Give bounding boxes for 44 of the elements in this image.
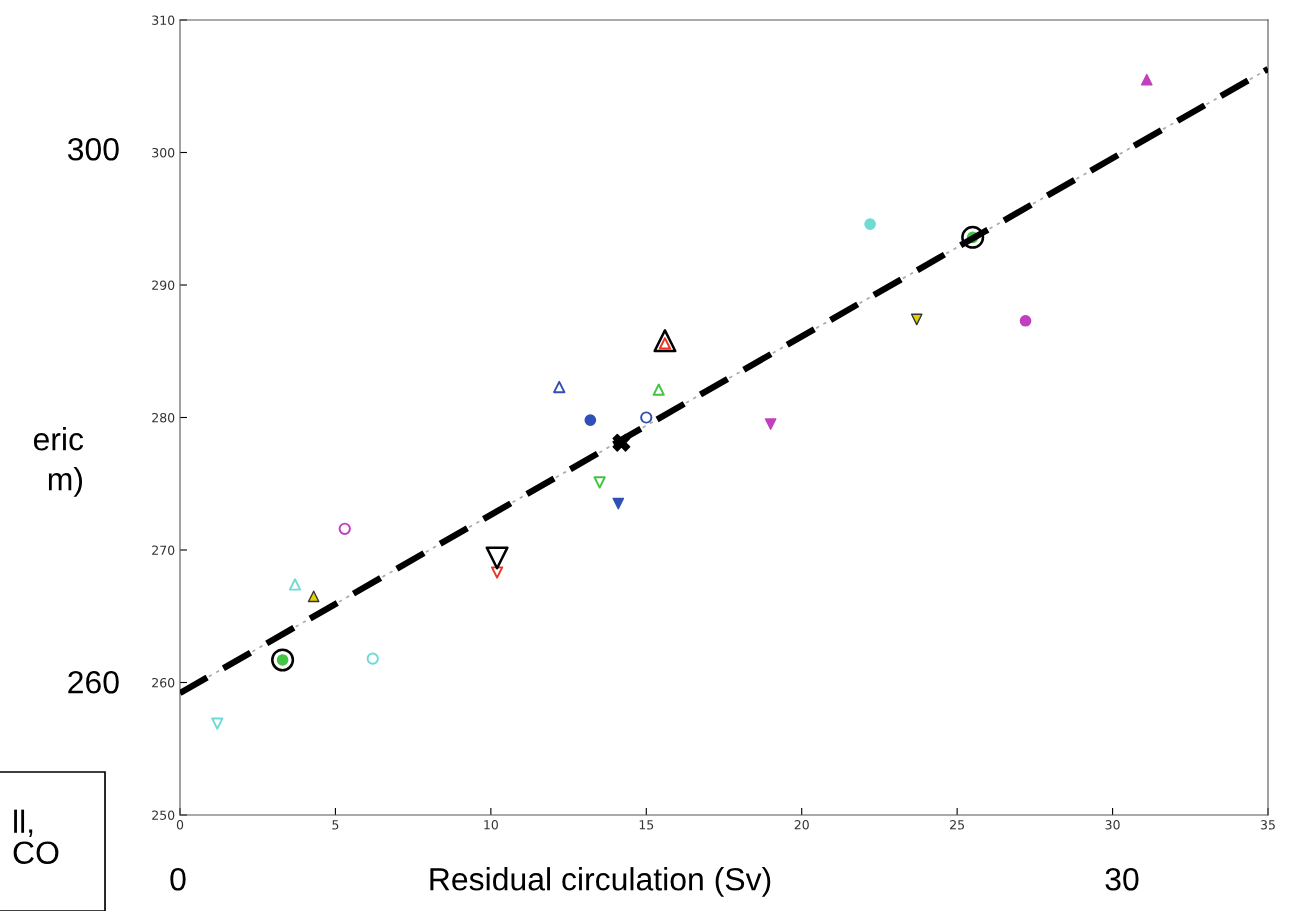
x-axis-title: Residual circulation (Sv) [430, 867, 771, 897]
x-tick-label: 15 [639, 820, 654, 830]
y-tick-label: 260 [152, 677, 175, 688]
y-tick-label: 290 [152, 280, 175, 290]
point [910, 313, 923, 326]
text: eric [33, 427, 84, 451]
text: 0 [170, 867, 186, 891]
y-tick-label: 300 [152, 147, 175, 158]
point [764, 418, 777, 430]
point [338, 522, 351, 535]
y-tick-label: 250 [152, 810, 175, 820]
point [553, 380, 566, 394]
y-tick-label: 280 [152, 412, 175, 423]
x-tick-label: 5 [332, 820, 339, 830]
point [864, 218, 876, 230]
point [1140, 73, 1153, 86]
point [1019, 314, 1032, 327]
point [593, 476, 606, 489]
point [652, 383, 665, 396]
x-tick-label: 10 [484, 820, 498, 830]
text: ll, CO [13, 809, 59, 865]
point [288, 578, 302, 591]
x-tick-label: 30 [1105, 820, 1120, 830]
point [366, 652, 379, 665]
y-tick-label: 310 [152, 15, 175, 25]
point [490, 566, 504, 579]
x-tick-label: 35 [1261, 820, 1275, 830]
text: m) [48, 467, 83, 497]
x-tick-label: 0 [176, 820, 184, 830]
x-tick-label: 20 [794, 820, 809, 830]
point [211, 717, 224, 730]
point [961, 225, 985, 249]
point [612, 497, 625, 510]
point [271, 648, 295, 672]
text: 300 [67, 137, 119, 161]
point [584, 414, 597, 426]
point [653, 329, 677, 353]
point [307, 590, 320, 603]
point [640, 411, 653, 424]
text: 260 [68, 670, 119, 694]
text: 30 [1105, 867, 1139, 891]
y-tick-label: 270 [152, 545, 175, 555]
x-tick-label: 25 [950, 820, 964, 830]
point [485, 546, 509, 570]
